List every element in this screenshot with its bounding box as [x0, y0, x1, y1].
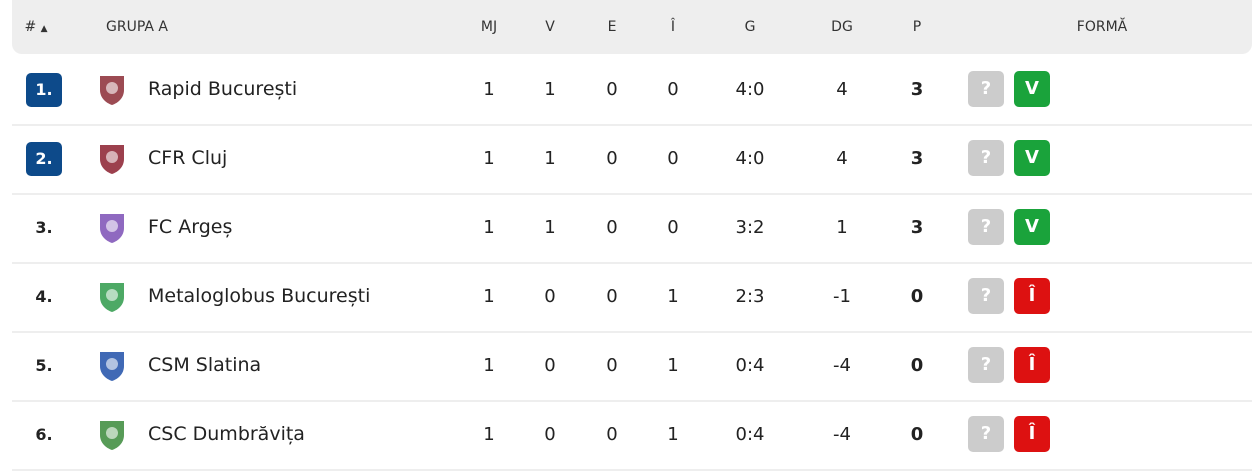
draws: 0: [606, 286, 618, 307]
team-name[interactable]: CSM Slatina: [148, 354, 262, 376]
table-row[interactable]: 2. CFR Cluj 1 1 0 0 4:0 4 3 ? V: [12, 124, 1252, 195]
form-result[interactable]: V: [1014, 140, 1050, 176]
matches-played: 1: [483, 355, 495, 376]
v-header[interactable]: V: [545, 19, 555, 35]
wins: 0: [544, 355, 556, 376]
form-next-match[interactable]: ?: [968, 416, 1004, 452]
points: 3: [910, 217, 924, 238]
form-next-match[interactable]: ?: [968, 278, 1004, 314]
points: 0: [910, 286, 924, 307]
form-next-match[interactable]: ?: [968, 209, 1004, 245]
points: 3: [910, 148, 924, 169]
matches-played: 1: [483, 148, 495, 169]
losses: 0: [667, 79, 679, 100]
rank-badge: 3.: [35, 218, 53, 237]
wins: 1: [544, 148, 556, 169]
dg-header[interactable]: DG: [831, 19, 853, 35]
wins: 1: [544, 217, 556, 238]
draws: 0: [606, 79, 618, 100]
rank-badge: 4.: [35, 287, 53, 306]
team-logo-icon: [100, 214, 124, 243]
wins: 1: [544, 79, 556, 100]
table-row[interactable]: 6. CSC Dumbrăvița 1 0 0 1 0:4 -4 0 ? Î: [12, 400, 1252, 471]
form-header: FORMĂ: [1076, 19, 1128, 35]
goals: 4:0: [735, 148, 765, 169]
points: 0: [910, 424, 924, 445]
goals: 0:4: [735, 355, 765, 376]
form-next-match[interactable]: ?: [968, 347, 1004, 383]
goals: 2:3: [735, 286, 765, 307]
table-row[interactable]: 3. FC Argeș 1 1 0 0 3:2 1 3 ? V: [12, 193, 1252, 264]
team-logo-icon: [100, 76, 124, 105]
team-name[interactable]: Rapid București: [148, 78, 298, 100]
goal-difference: -4: [833, 424, 851, 445]
i-header[interactable]: Î: [670, 19, 676, 35]
form-result[interactable]: V: [1014, 71, 1050, 107]
mj-header[interactable]: MJ: [480, 19, 498, 35]
matches-played: 1: [483, 79, 495, 100]
matches-played: 1: [483, 217, 495, 238]
team-logo-icon: [100, 145, 124, 174]
team-logo-icon: [100, 352, 124, 381]
draws: 0: [606, 424, 618, 445]
form-result[interactable]: Î: [1014, 416, 1050, 452]
matches-played: 1: [483, 424, 495, 445]
goal-difference: 1: [836, 217, 848, 238]
sort-up-icon: ▲: [40, 24, 48, 34]
points: 0: [910, 355, 924, 376]
team-logo-icon: [100, 421, 124, 450]
table-header: # ▲ GRUPA A MJ V E Î G DG P FORMĂ: [12, 0, 1252, 54]
team-name[interactable]: Metaloglobus București: [148, 285, 371, 307]
rank-badge: 1.: [26, 73, 62, 107]
goal-difference: 4: [836, 148, 848, 169]
goal-difference: -4: [833, 355, 851, 376]
draws: 0: [606, 217, 618, 238]
group-header: GRUPA A: [106, 19, 168, 35]
rank-badge: 5.: [35, 356, 53, 375]
losses: 0: [667, 148, 679, 169]
table-row[interactable]: 1. Rapid București 1 1 0 0 4:0 4 3 ? V: [12, 55, 1252, 126]
team-logo-icon: [100, 283, 124, 312]
goal-difference: 4: [836, 79, 848, 100]
matches-played: 1: [483, 286, 495, 307]
form-next-match[interactable]: ?: [968, 71, 1004, 107]
table-row[interactable]: 5. CSM Slatina 1 0 0 1 0:4 -4 0 ? Î: [12, 331, 1252, 402]
rank-header[interactable]: # ▲: [24, 19, 48, 35]
goals: 4:0: [735, 79, 765, 100]
team-name[interactable]: CFR Cluj: [148, 147, 228, 169]
form-result[interactable]: V: [1014, 209, 1050, 245]
draws: 0: [606, 148, 618, 169]
goals: 3:2: [735, 217, 765, 238]
team-name[interactable]: CSC Dumbrăvița: [148, 423, 305, 445]
form-next-match[interactable]: ?: [968, 140, 1004, 176]
wins: 0: [544, 424, 556, 445]
losses: 1: [667, 286, 679, 307]
form-result[interactable]: Î: [1014, 278, 1050, 314]
losses: 0: [667, 217, 679, 238]
team-name[interactable]: FC Argeș: [148, 216, 233, 238]
losses: 1: [667, 355, 679, 376]
draws: 0: [606, 355, 618, 376]
table-row[interactable]: 4. Metaloglobus București 1 0 0 1 2:3 -1…: [12, 262, 1252, 333]
e-header[interactable]: E: [607, 19, 617, 35]
rank-badge: 6.: [35, 425, 53, 444]
g-header[interactable]: G: [744, 19, 756, 35]
goals: 0:4: [735, 424, 765, 445]
goal-difference: -1: [833, 286, 851, 307]
rank-badge: 2.: [26, 142, 62, 176]
losses: 1: [667, 424, 679, 445]
p-header[interactable]: P: [912, 19, 922, 35]
form-result[interactable]: Î: [1014, 347, 1050, 383]
points: 3: [910, 79, 924, 100]
wins: 0: [544, 286, 556, 307]
